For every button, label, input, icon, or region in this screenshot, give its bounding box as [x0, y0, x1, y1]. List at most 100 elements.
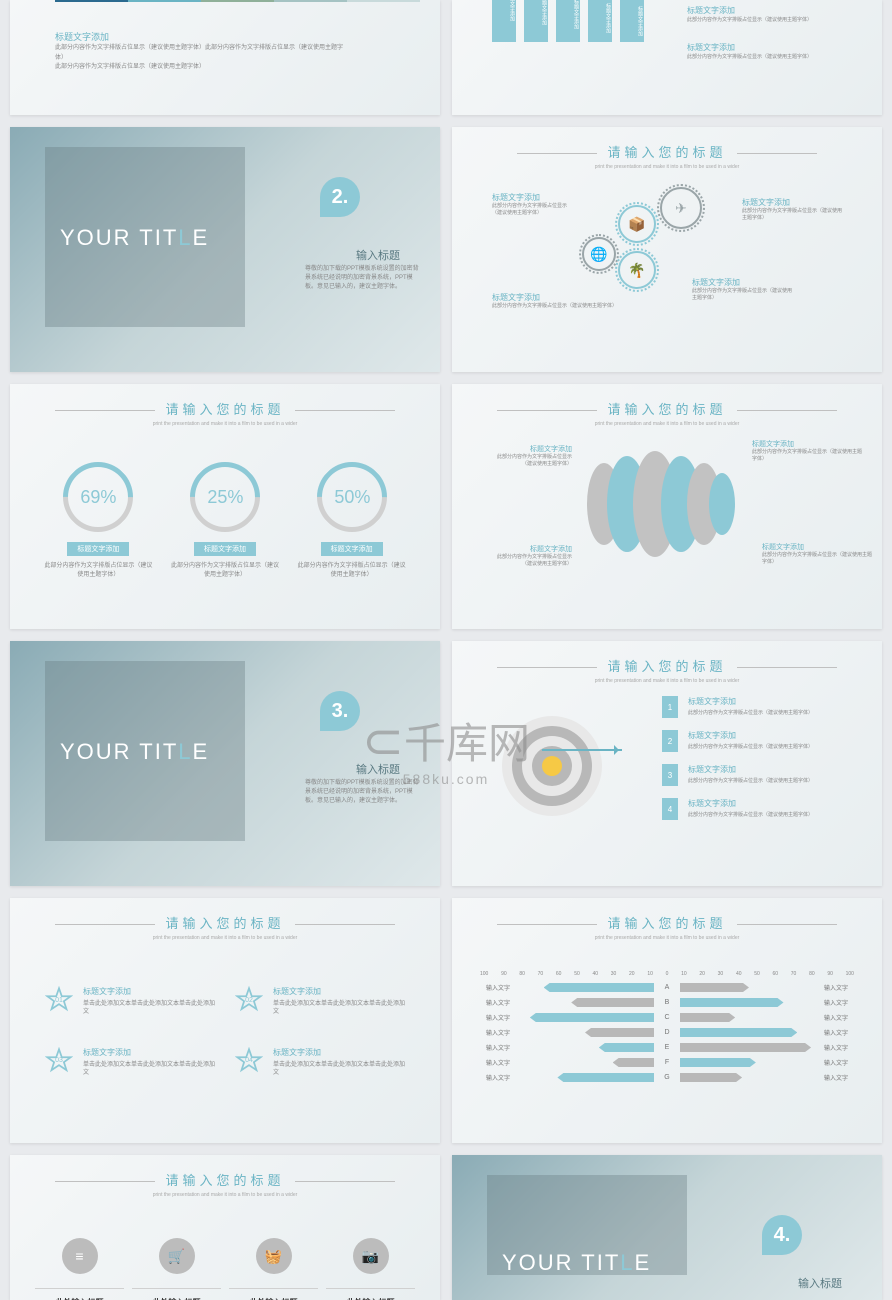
slide-sphere-layers: 请输入您的标题 print the presentation and make … — [452, 384, 882, 629]
section-subtitle: print the presentation and make it into … — [452, 164, 882, 170]
percent-row: 69% 标题文字添加 此部分内容作为文字排版占位显示（建议使用主题字体） 25%… — [10, 462, 440, 580]
bar-left — [516, 998, 654, 1007]
icon-box: 🧺 此处输入标题 — [229, 1238, 318, 1300]
color-bar-segment — [201, 0, 274, 2]
percent-tag: 标题文字添加 — [321, 542, 383, 556]
percent-item: 25% 标题文字添加 此部分内容作为文字排版占位显示（建议使用主题字体） — [170, 462, 280, 580]
list-heading: 标题文字添加 — [688, 764, 813, 775]
circle-icon: 🧺 — [256, 1238, 292, 1274]
bar-right — [680, 1058, 818, 1067]
bar-chart: 标题文字添加标题文字添加标题文字添加标题文字添加标题文字添加 — [492, 0, 644, 42]
color-bar-segment — [274, 0, 347, 2]
section-title: 请输入您的标题 — [10, 1170, 440, 1189]
percent-tag: 标题文字添加 — [194, 542, 256, 556]
color-bar-segment — [55, 0, 128, 2]
row-label-left: 输入文字 — [480, 1073, 510, 1082]
icon-box: 🛒 此处输入标题 — [132, 1238, 221, 1300]
row-label-right: 输入文字 — [824, 1058, 854, 1067]
star-body: 单击此处添加文本单击此处添加文本单击此处添加文 — [273, 1000, 405, 1017]
row-label-right: 输入文字 — [824, 983, 854, 992]
list-number: 4 — [662, 798, 678, 820]
slide-gears: 请输入您的标题 print the presentation and make … — [452, 127, 882, 372]
list-number: 2 — [662, 730, 678, 752]
slide-row-bottom: 请输入您的标题 print the presentation and make … — [0, 1155, 892, 1300]
percent-body: 此部分内容作为文字排版占位显示（建议使用主题字体） — [170, 562, 280, 580]
star-body: 单击此处添加文本单击此处添加文本单击此处添加文 — [273, 1061, 405, 1078]
gear-label-br: 标题文字添加此部分内容作为文字排版占位显示（建议使用主题字体） — [692, 277, 792, 302]
slide-color-bars: 标题文字添加 此部分内容作为文字排版占位显示（建议使用主题字体）此部分内容作为文… — [10, 0, 440, 115]
bar-right — [680, 1028, 818, 1037]
section-subtitle: print the presentation and make it into … — [10, 421, 440, 427]
body-text: 此部分内容作为文字排版占位显示（建议使用主题字体）此部分内容作为文字排版占位显示… — [55, 44, 355, 73]
chart-bar: 标题文字添加 — [620, 0, 644, 42]
row-label-left: 输入文字 — [480, 998, 510, 1007]
title-slide-3: YOUR TITLE 3. 输入标题 尊敬的加下载的PPT模板系统设置的加密背景… — [10, 641, 440, 886]
slide-grid: YOUR TITLE 2. 输入标题 尊敬的加下载的PPT模板系统设置的加密背景… — [0, 127, 892, 1143]
dna-subtitle: 输入标题 — [356, 761, 400, 777]
bar-left — [516, 1058, 654, 1067]
list-item: 2 标题文字添加 此部分内容作为文字排版占位显示（建议使用主题字体） — [662, 730, 813, 752]
chart-row: 输入文字 D 输入文字 — [480, 1028, 854, 1037]
number-badge: 3. — [320, 691, 360, 731]
star-body: 单击此处添加文本单击此处添加文本单击此处添加文 — [83, 1061, 215, 1078]
list-heading: 标题文字添加 — [688, 730, 813, 741]
chart-row: 输入文字 B 输入文字 — [480, 998, 854, 1007]
row-label-left: 输入文字 — [480, 1058, 510, 1067]
row-letter: F — [660, 1059, 674, 1066]
gear-icon: 🌐 — [582, 237, 616, 271]
row-letter: G — [660, 1074, 674, 1081]
butterfly-chart: 1009080706050403020100102030405060708090… — [480, 971, 854, 1082]
slide-bar-chart: 标题文字添加标题文字添加标题文字添加标题文字添加标题文字添加 标题文字添加 此部… — [452, 0, 882, 115]
star-item: 02 标题文字添加 单击此处添加文本单击此处添加文本单击此处添加文 — [235, 986, 405, 1017]
list-heading: 标题文字添加 — [688, 696, 813, 707]
chart-bar: 标题文字添加 — [492, 0, 516, 42]
color-bar-segment — [128, 0, 201, 2]
row-letter: B — [660, 999, 674, 1006]
gear-label-bl: 标题文字添加此部分内容作为文字排版占位显示（建议使用主题字体） — [492, 292, 617, 310]
dna-title-text: YOUR TITLE — [502, 1250, 651, 1276]
circle-icon: 📷 — [353, 1238, 389, 1274]
gear-icon: 🌴 — [618, 251, 656, 289]
target-ring — [542, 756, 562, 776]
star-body: 单击此处添加文本单击此处添加文本单击此处添加文 — [83, 1000, 215, 1017]
section-subtitle: print the presentation and make it into … — [452, 678, 882, 684]
slide-percent-circles: 请输入您的标题 print the presentation and make … — [10, 384, 440, 629]
row-label-left: 输入文字 — [480, 1028, 510, 1037]
dna-title-text: YOUR TITLE — [60, 739, 209, 765]
divider — [132, 1288, 221, 1289]
list-body: 此部分内容作为文字排版占位显示（建议使用主题字体） — [688, 743, 813, 750]
section-title: 请输入您的标题 — [452, 142, 882, 161]
subtitle-label: 标题文字添加 — [55, 30, 109, 43]
chart-bar: 标题文字添加 — [524, 0, 548, 42]
list-body: 此部分内容作为文字排版占位显示（建议使用主题字体） — [688, 777, 813, 784]
circle-icon: ≡ — [62, 1238, 98, 1274]
chart-row: 输入文字 G 输入文字 — [480, 1073, 854, 1082]
slide-icon-boxes: 请输入您的标题 print the presentation and make … — [10, 1155, 440, 1300]
section-subtitle: print the presentation and make it into … — [10, 1192, 440, 1198]
row-label-left: 输入文字 — [480, 1043, 510, 1052]
chart-row: 输入文字 F 输入文字 — [480, 1058, 854, 1067]
list-number: 1 — [662, 696, 678, 718]
section-title: 请输入您的标题 — [452, 913, 882, 932]
row-label-right: 输入文字 — [824, 1028, 854, 1037]
chart-body-2: 此部分内容作为文字排版占位显示（建议使用主题字体） — [687, 53, 852, 60]
dna-body: 尊敬的加下载的PPT模板系统设置的加密背景系统已经说明的加密背景系统，PPT模板… — [305, 265, 420, 292]
divider — [326, 1288, 415, 1289]
percent-circle: 25% — [175, 448, 274, 547]
row-label-right: 输入文字 — [824, 998, 854, 1007]
dna-body: 尊敬的加下载的PPT模板系统设置的加密背景系统已经说明的加密背景系统，PPT模板… — [305, 779, 420, 806]
list-item: 3 标题文字添加 此部分内容作为文字排版占位显示（建议使用主题字体） — [662, 764, 813, 786]
gear-icon: 📦 — [618, 205, 656, 243]
section-subtitle: print the presentation and make it into … — [452, 421, 882, 427]
percent-circle: 50% — [302, 448, 401, 547]
bar-right — [680, 1043, 818, 1052]
slide-stars: 请输入您的标题 print the presentation and make … — [10, 898, 440, 1143]
gear-label-tl: 标题文字添加此部分内容作为文字排版占位显示（建议使用主题字体） — [492, 192, 572, 217]
list-number: 3 — [662, 764, 678, 786]
row-letter: C — [660, 1014, 674, 1021]
bar-right — [680, 983, 818, 992]
icon-box-row: ≡ 此处输入标题🛒 此处输入标题🧺 此处输入标题📷 此处输入标题 — [35, 1238, 415, 1300]
section-title: 请输入您的标题 — [10, 399, 440, 418]
bar-left — [516, 1073, 654, 1082]
bar-left — [516, 983, 654, 992]
